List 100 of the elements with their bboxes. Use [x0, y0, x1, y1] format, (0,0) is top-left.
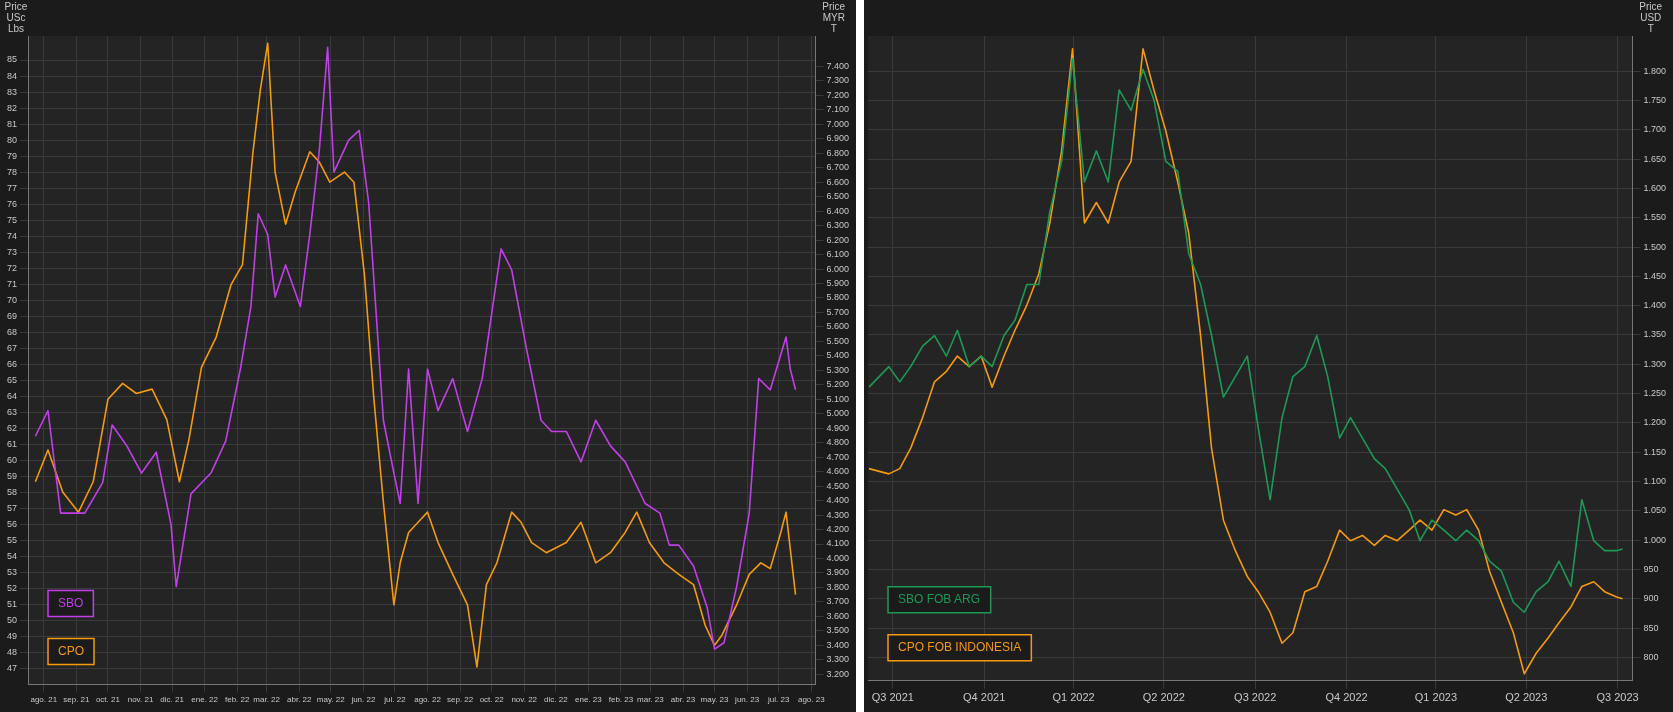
x-tick-label: abr. 23: [670, 695, 696, 705]
x-tick-label: nov. 21: [127, 695, 154, 705]
y2-tick-label: 1.800: [1643, 65, 1667, 76]
y2-tick-label: 950: [1643, 563, 1659, 574]
x-tick-label: sep. 21: [63, 695, 91, 705]
y2-tick-label: 6.700: [826, 162, 850, 173]
x-tick-label: may. 23: [700, 695, 730, 705]
x-tick-label: Q3 2022: [1234, 691, 1277, 704]
y-tick-label: 77: [7, 182, 18, 193]
y2-tick-label: 1.100: [1643, 475, 1667, 486]
x-tick-label: ene. 22: [191, 695, 219, 705]
y2-tick-label: 4.400: [826, 495, 850, 506]
y2-tick-label: 1.150: [1643, 446, 1667, 457]
y2-axis-title: Price USD T: [1639, 0, 1663, 34]
y2-tick-label: 5.500: [826, 335, 850, 346]
y2-tick-label: 4.700: [826, 451, 850, 462]
y2-tick-label: 1.550: [1643, 212, 1667, 223]
x-tick-label: may. 22: [316, 695, 346, 705]
y-tick-label: 54: [7, 550, 18, 561]
x-tick-label: oct. 21: [95, 695, 121, 705]
y-tick-label: 49: [7, 630, 18, 641]
y2-tick-label: 7.200: [826, 89, 850, 100]
y-tick-label: 72: [7, 262, 18, 273]
y-tick-label: 61: [7, 438, 18, 449]
y2-tick-label: 5.600: [826, 321, 850, 332]
y2-tick-label: 1.700: [1643, 124, 1667, 135]
y-tick-label: 71: [7, 278, 18, 289]
y-axis-title: Price USc Lbs: [4, 0, 28, 34]
x-tick-label: Q1 2022: [1052, 691, 1095, 704]
y2-tick-label: 5.800: [826, 292, 850, 303]
y-tick-label: 67: [7, 342, 18, 353]
y2-axis-title: Price MYR T: [822, 0, 846, 34]
x-tick-label: Q4 2022: [1325, 691, 1368, 704]
y-tick-label: 51: [7, 598, 18, 609]
y2-tick-label: 6.300: [826, 220, 850, 231]
y2-tick-label: 4.100: [826, 538, 850, 549]
x-tick-label: dic. 21: [160, 695, 185, 705]
y2-tick-label: 3.400: [826, 639, 850, 650]
x-tick-label: jun. 22: [350, 695, 376, 705]
y2-tick-label: 1.250: [1643, 388, 1667, 399]
y-tick-label: 48: [7, 646, 18, 657]
y-tick-label: 52: [7, 582, 18, 593]
y-tick-label: 80: [7, 134, 18, 145]
y2-tick-label: 7.100: [826, 104, 850, 115]
y-tick-label: 76: [7, 198, 18, 209]
y2-tick-label: 1.450: [1643, 270, 1667, 281]
y-tick-label: 69: [7, 310, 18, 321]
y2-tick-label: 1.500: [1643, 241, 1667, 252]
x-tick-label: Q1 2023: [1414, 691, 1457, 704]
y-tick-label: 79: [7, 150, 18, 161]
x-tick-label: mar. 23: [637, 695, 665, 705]
y-tick-label: 81: [7, 118, 18, 129]
y2-tick-label: 1.600: [1643, 182, 1667, 193]
x-tick-label: jun. 23: [734, 695, 760, 705]
x-tick-label: dic. 22: [544, 695, 569, 705]
y-tick-label: 85: [7, 54, 18, 65]
y2-tick-label: 1.650: [1643, 153, 1667, 164]
x-tick-label: jul. 23: [767, 695, 790, 705]
y-tick-label: 57: [7, 502, 18, 513]
y2-tick-label: 4.800: [826, 437, 850, 448]
y2-tick-label: 3.300: [826, 654, 850, 665]
y2-tick-label: 1.050: [1643, 505, 1667, 516]
y2-tick-label: 900: [1643, 593, 1659, 604]
y2-tick-label: 6.400: [826, 205, 850, 216]
y-tick-label: 50: [7, 614, 18, 625]
y2-tick-label: 7.000: [826, 118, 850, 129]
y2-tick-label: 5.400: [826, 350, 850, 361]
y-tick-label: 75: [7, 214, 18, 225]
y2-tick-label: 1.000: [1643, 534, 1667, 545]
y2-tick-label: 3.500: [826, 625, 850, 636]
y2-tick-label: 6.200: [826, 234, 850, 245]
y-tick-label: 70: [7, 294, 18, 305]
x-tick-label: mar. 22: [253, 695, 281, 705]
y-tick-label: 66: [7, 358, 18, 369]
x-tick-label: Q4 2021: [963, 691, 1006, 704]
y-tick-label: 60: [7, 454, 18, 465]
y-tick-label: 63: [7, 406, 18, 417]
x-tick-label: abr. 22: [287, 695, 313, 705]
y2-tick-label: 4.200: [826, 524, 850, 535]
x-tick-label: oct. 22: [479, 695, 505, 705]
y-tick-label: 65: [7, 374, 18, 385]
y2-tick-label: 4.600: [826, 466, 850, 477]
y2-tick-label: 3.900: [826, 567, 850, 578]
y2-tick-label: 5.900: [826, 277, 850, 288]
text: CPO FOB INDONESIA: [898, 640, 1022, 655]
x-tick-label: nov. 22: [511, 695, 538, 705]
y2-tick-label: 4.000: [826, 552, 850, 563]
y-tick-label: 59: [7, 470, 18, 481]
y2-tick-label: 850: [1643, 622, 1659, 633]
y2-tick-label: 4.300: [826, 509, 850, 520]
text: SBO FOB ARG: [898, 592, 981, 607]
x-tick-label: feb. 23: [608, 695, 634, 705]
y2-tick-label: 5.700: [826, 306, 850, 317]
y2-tick-label: 800: [1643, 651, 1659, 662]
y2-tick-label: 6.600: [826, 176, 850, 187]
y-tick-label: 68: [7, 326, 18, 337]
y-tick-label: 82: [7, 102, 18, 113]
x-tick-label: Q2 2022: [1142, 691, 1185, 704]
y2-tick-label: 7.400: [826, 60, 850, 71]
y2-tick-label: 5.300: [826, 364, 850, 375]
